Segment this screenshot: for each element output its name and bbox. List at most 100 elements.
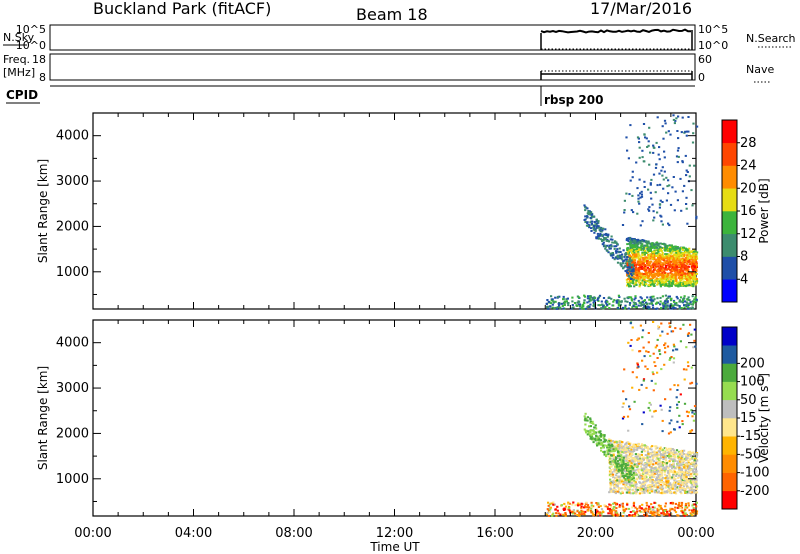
data-pixel: [606, 446, 609, 449]
data-pixel: [679, 486, 682, 489]
data-pixel: [629, 458, 632, 461]
data-pixel: [659, 446, 662, 449]
data-pixel: [642, 472, 645, 475]
data-pixel: [679, 490, 682, 493]
data-pixel: [692, 269, 695, 272]
data-pixel: [685, 174, 688, 177]
data-pixel: [656, 462, 659, 465]
data-pixel: [586, 419, 589, 422]
data-pixel: [636, 448, 639, 451]
data-pixel: [590, 437, 593, 440]
data-pixel: [614, 250, 618, 253]
data-pixel: [624, 258, 627, 261]
data-pixel: [634, 244, 638, 247]
data-pixel: [661, 246, 664, 249]
data-pixel: [608, 449, 611, 452]
data-pixel: [670, 307, 673, 310]
data-pixel: [677, 450, 680, 453]
data-pixel: [685, 368, 688, 371]
data-pixel: [688, 464, 691, 467]
data-pixel: [640, 248, 643, 251]
data-pixel: [562, 298, 565, 301]
data-pixel: [643, 160, 646, 163]
data-pixel: [658, 349, 661, 351]
data-pixel: [668, 184, 671, 187]
data-pixel: [612, 253, 615, 256]
data-pixel: [694, 255, 697, 258]
colorbar-swatch: [722, 327, 737, 346]
data-pixel: [674, 506, 677, 509]
data-pixel: [591, 512, 594, 515]
data-pixel: [631, 460, 634, 463]
data-pixel: [654, 466, 657, 469]
data-pixel: [627, 468, 630, 471]
data-pixel: [694, 268, 697, 271]
data-pixel: [626, 474, 629, 477]
data-pixel: [630, 239, 633, 242]
data-pixel: [680, 284, 683, 287]
data-pixel: [655, 263, 658, 266]
data-pixel: [609, 252, 612, 255]
data-pixel: [628, 249, 631, 252]
data-pixel: [584, 502, 587, 505]
data-pixel: [618, 455, 622, 457]
data-pixel: [657, 325, 660, 328]
data-pixel: [643, 283, 646, 286]
data-pixel: [680, 300, 683, 303]
data-pixel: [693, 405, 697, 408]
data-pixel: [676, 149, 680, 152]
data-pixel: [687, 502, 690, 505]
data-pixel: [665, 469, 668, 472]
data-pixel: [630, 481, 633, 484]
data-pixel: [631, 260, 634, 263]
data-pixel: [689, 469, 692, 472]
data-pixel: [653, 243, 656, 246]
data-pixel: [635, 490, 638, 493]
data-pixel: [557, 302, 560, 305]
data-pixel: [685, 410, 689, 413]
data-pixel: [693, 481, 696, 484]
data-pixel: [592, 430, 595, 432]
data-pixel: [690, 475, 693, 478]
data-pixel: [606, 440, 610, 443]
data-pixel: [679, 460, 682, 463]
data-pixel: [695, 476, 698, 479]
data-pixel: [627, 467, 630, 469]
data-pixel: [625, 454, 628, 457]
data-pixel: [555, 307, 559, 310]
data-pixel: [586, 504, 590, 507]
data-pixel: [636, 455, 640, 458]
data-pixel: [594, 431, 598, 434]
data-pixel: [645, 258, 648, 261]
data-pixel: [631, 463, 634, 466]
data-pixel: [637, 200, 640, 203]
data-pixel: [629, 492, 632, 495]
data-pixel: [595, 218, 598, 221]
data-pixel: [684, 260, 687, 262]
data-pixel: [665, 275, 668, 278]
data-pixel: [656, 455, 659, 458]
data-pixel: [629, 463, 632, 466]
data-pixel: [612, 468, 615, 471]
data-pixel: [689, 382, 692, 385]
data-pixel: [678, 485, 681, 488]
data-pixel: [615, 444, 618, 447]
data-pixel: [660, 307, 663, 310]
data-pixel: [616, 254, 619, 257]
data-pixel: [626, 251, 629, 254]
data-pixel: [597, 237, 600, 240]
data-pixel: [626, 284, 629, 287]
data-pixel: [677, 115, 680, 118]
data-pixel: [658, 469, 661, 472]
data-pixel: [673, 479, 676, 482]
data-pixel: [686, 282, 689, 285]
data-pixel: [609, 510, 612, 513]
data-pixel: [669, 456, 672, 459]
data-pixel: [679, 505, 682, 508]
data-pixel: [646, 446, 649, 449]
data-pixel: [649, 507, 652, 510]
data-pixel: [664, 477, 667, 480]
data-pixel: [687, 504, 690, 507]
data-pixel: [696, 485, 699, 488]
